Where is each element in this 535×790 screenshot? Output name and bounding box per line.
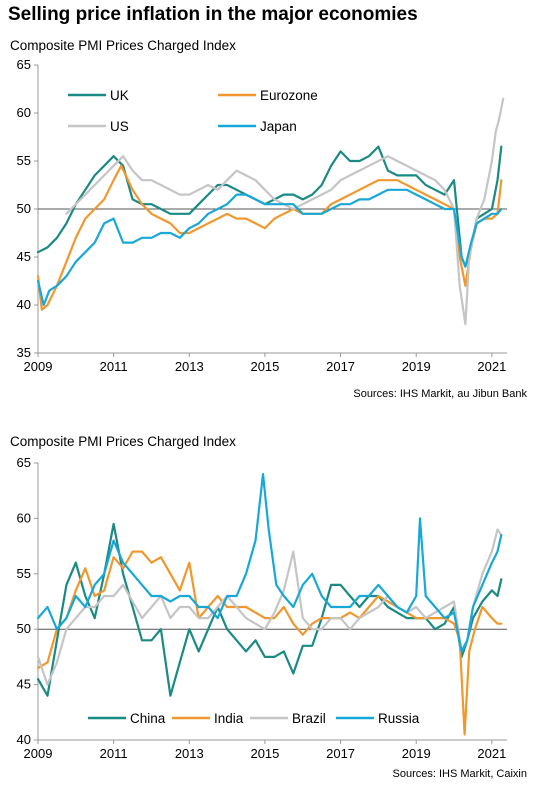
x-tick-label: 2009 <box>24 746 53 761</box>
chart-1-plot: 35 40 45 50 55 60 65 2009 2011 2013 2015 2017 2019 20… <box>17 57 507 374</box>
y-tick-label: 65 <box>17 57 31 72</box>
series-line-us <box>65 97 505 326</box>
series-line-eurozone <box>36 164 503 311</box>
legend-label-us: US <box>110 119 129 134</box>
legend-label-brazil: Brazil <box>292 711 326 726</box>
series-line-japan <box>36 188 503 307</box>
x-tick-label: 2021 <box>477 746 506 761</box>
series-line-china <box>36 522 503 697</box>
y-tick-label: 55 <box>17 566 31 581</box>
x-tick-label: 2019 <box>402 746 431 761</box>
series-line-russia <box>36 473 503 653</box>
legend-label-eurozone: Eurozone <box>260 88 318 103</box>
series-line-brazil <box>36 528 503 686</box>
chart-1-source: Sources: IHS Markit, au Jibun Bank <box>353 388 527 400</box>
y-tick-label: 45 <box>17 677 31 692</box>
x-tick-label: 2011 <box>100 359 128 374</box>
y-tick-label: 60 <box>17 510 31 525</box>
chart-2-plot: 40 45 50 55 60 65 2009 2011 2013 2015 2017 2019 2021… <box>17 455 507 761</box>
chart-2-title: Composite PMI Prices Charged Index <box>10 434 236 449</box>
legend-label-russia: Russia <box>378 711 420 726</box>
chart-1-title: Composite PMI Prices Charged Index <box>10 38 236 53</box>
y-tick-label: 40 <box>17 297 31 312</box>
legend-label-uk: UK <box>110 88 129 103</box>
legend-label-japan: Japan <box>260 119 297 134</box>
series-line-india <box>36 550 503 736</box>
x-tick-label: 2013 <box>175 746 204 761</box>
page-title: Selling price inflation in the major eco… <box>8 4 418 25</box>
y-tick-label: 50 <box>17 621 31 636</box>
chart-2-source: Sources: IHS Markit, Caixin <box>392 768 527 780</box>
y-tick-label: 55 <box>17 153 31 168</box>
x-tick-label: 2013 <box>175 359 204 374</box>
x-tick-label: 2015 <box>250 746 279 761</box>
series-line-uk <box>36 145 503 268</box>
x-tick-label: 2017 <box>326 359 355 374</box>
legend-label-china: China <box>130 711 166 726</box>
x-tick-label: 2009 <box>24 359 53 374</box>
x-tick-label: 2015 <box>250 359 279 374</box>
y-tick-label: 65 <box>17 455 31 470</box>
x-tick-label: 2017 <box>326 746 355 761</box>
y-tick-label: 50 <box>17 201 31 216</box>
x-tick-label: 2019 <box>402 359 431 374</box>
y-tick-label: 45 <box>17 249 31 264</box>
x-tick-label: 2021 <box>477 359 506 374</box>
y-tick-label: 60 <box>17 105 31 120</box>
x-tick-label: 2011 <box>100 746 128 761</box>
y-tick-label: 40 <box>17 732 31 747</box>
legend-label-india: India <box>214 711 244 726</box>
y-tick-label: 35 <box>17 345 31 360</box>
